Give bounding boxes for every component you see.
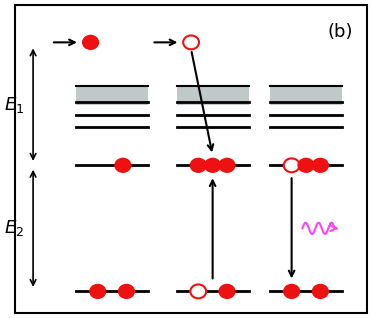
Circle shape [219, 158, 235, 172]
Circle shape [90, 285, 106, 298]
Circle shape [83, 35, 99, 49]
Text: (b): (b) [327, 24, 353, 41]
Circle shape [284, 158, 299, 172]
FancyBboxPatch shape [15, 4, 367, 314]
Bar [177, 86, 248, 105]
Circle shape [312, 158, 328, 172]
Bar [76, 86, 148, 105]
Circle shape [219, 285, 235, 298]
Text: $E_1$: $E_1$ [4, 95, 24, 114]
Bar [270, 86, 342, 105]
Circle shape [190, 158, 206, 172]
Circle shape [312, 285, 328, 298]
Text: $E_2$: $E_2$ [4, 218, 24, 238]
Circle shape [284, 285, 299, 298]
Circle shape [183, 35, 199, 49]
Circle shape [119, 285, 134, 298]
Circle shape [190, 285, 206, 298]
Circle shape [298, 158, 314, 172]
Circle shape [115, 158, 131, 172]
Circle shape [205, 158, 221, 172]
